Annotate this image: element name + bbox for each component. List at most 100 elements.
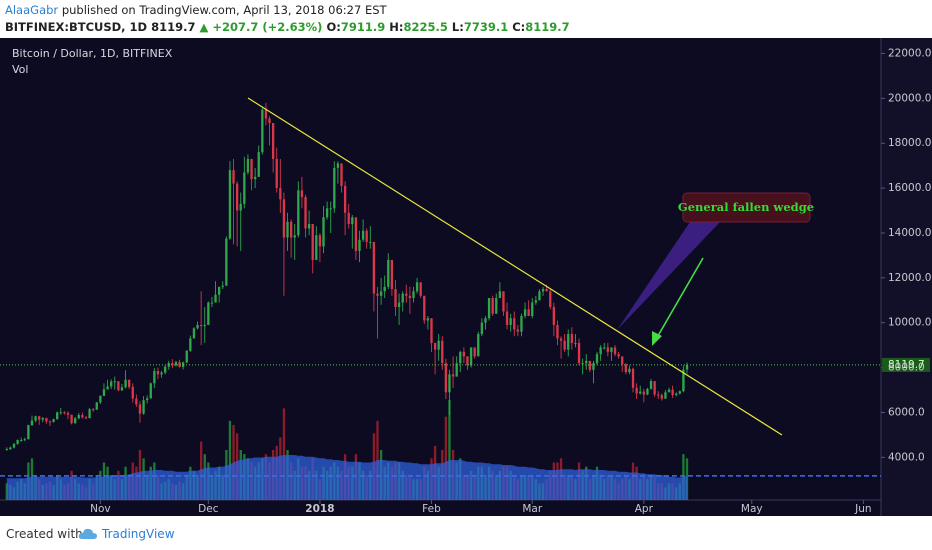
candle-body: [383, 286, 386, 292]
candle-body: [153, 370, 156, 384]
candle-body: [646, 388, 649, 395]
candle-body: [365, 230, 368, 242]
candle-body: [27, 425, 30, 440]
y-tick-label: 20000.0: [888, 92, 931, 104]
brand[interactable]: TradingView: [102, 527, 175, 541]
candle-body: [379, 291, 383, 296]
candle-body: [257, 152, 260, 177]
candle-body: [315, 235, 318, 260]
brand-logo: [78, 528, 97, 539]
candle-body: [45, 418, 48, 422]
y-tick-label: 22000.0: [888, 47, 931, 59]
candle-body: [563, 340, 566, 350]
candle-body: [657, 394, 660, 396]
candle-body: [253, 176, 257, 180]
candle-body: [660, 394, 663, 399]
candle-body: [203, 324, 206, 327]
candle-body: [30, 420, 34, 426]
h-label: H:: [389, 20, 404, 34]
candle-body: [135, 398, 138, 405]
arrow-shaft: [654, 257, 704, 342]
candle-body: [567, 333, 570, 350]
candle-body: [279, 188, 282, 200]
candle-body: [131, 386, 134, 399]
candle-body: [480, 322, 484, 334]
published-text: published on TradingView.com, April 13, …: [61, 3, 387, 17]
candle-body: [585, 360, 588, 364]
candle-body: [603, 347, 606, 349]
c-label: C:: [512, 20, 526, 34]
candle-body: [210, 302, 214, 304]
candle-body: [333, 167, 336, 209]
y-tick-label: 4000.0: [888, 451, 925, 463]
candle-body: [163, 366, 167, 373]
candle-body: [477, 333, 480, 357]
callout-box: [682, 192, 811, 223]
annotation: General fallen wedge: [678, 200, 814, 214]
candle-body: [678, 391, 681, 394]
l-value: 7739.1: [463, 20, 509, 34]
candle-body: [527, 309, 530, 316]
y-tick-label: 14000.0: [888, 227, 931, 239]
candle-body: [549, 291, 552, 308]
candle-body: [534, 300, 538, 303]
volume-bar: [444, 416, 448, 500]
candle-body: [531, 302, 534, 316]
candle-body: [358, 239, 361, 251]
candle-body: [441, 340, 444, 364]
x-tick-label: Mar: [522, 503, 542, 515]
y-tick-label: 16000.0: [888, 182, 931, 194]
candle-body: [70, 414, 73, 424]
o-value: 7911.9: [340, 20, 386, 34]
candle-body: [545, 289, 548, 292]
candle-body: [513, 318, 516, 330]
candle-body: [261, 109, 264, 153]
candle-body: [423, 295, 426, 321]
candle-body: [156, 370, 160, 375]
candle-body: [300, 190, 304, 198]
candle-body: [88, 409, 91, 419]
candle-body: [459, 351, 462, 364]
candle-body: [552, 307, 556, 325]
l-label: L:: [451, 20, 464, 34]
volume-label: Vol: [12, 63, 28, 76]
symbol-line: BITFINEX:BTCUSD, 1D 8119.7 ▲ +207.7 (+2.…: [5, 20, 570, 34]
candle-body: [649, 381, 653, 389]
candle-body: [559, 338, 563, 341]
candle-body: [354, 217, 358, 251]
candle-body: [282, 199, 286, 238]
publish-line: AlaaGabr published on TradingView.com, A…: [5, 3, 387, 17]
candle-body: [243, 172, 246, 204]
candle-body: [462, 351, 466, 357]
o-label: O:: [326, 20, 341, 34]
candle-body: [110, 381, 113, 387]
candle-body: [523, 309, 527, 316]
y-tick-label: 12000.0: [888, 272, 931, 284]
publisher[interactable]: AlaaGabr: [5, 3, 59, 17]
candle-body: [9, 447, 12, 450]
y-tick-label: 18000.0: [888, 137, 931, 149]
y-tick-label: 6000.0: [888, 406, 925, 418]
candle-body: [631, 368, 635, 388]
candle-body: [286, 221, 289, 238]
candle-body: [95, 402, 98, 410]
candle-body: [444, 363, 448, 393]
candle-body: [171, 363, 174, 366]
candle-body: [138, 404, 142, 414]
candle-body: [419, 282, 422, 296]
volume-bar: [5, 483, 8, 500]
candle-body: [675, 393, 678, 395]
candle-body: [239, 203, 242, 211]
candle-body: [401, 293, 404, 303]
candle-body: [63, 412, 66, 414]
candle-body: [297, 190, 300, 236]
footer: Created with TradingView: [0, 516, 932, 550]
candle-body: [667, 389, 671, 393]
arrow-head: [652, 331, 662, 346]
candle-body: [577, 342, 581, 364]
volume-bar: [685, 458, 689, 500]
candle-body: [264, 109, 268, 119]
candle-body: [502, 291, 505, 312]
y-tick-label: 8000.0: [888, 362, 925, 374]
candle-body: [351, 217, 354, 224]
